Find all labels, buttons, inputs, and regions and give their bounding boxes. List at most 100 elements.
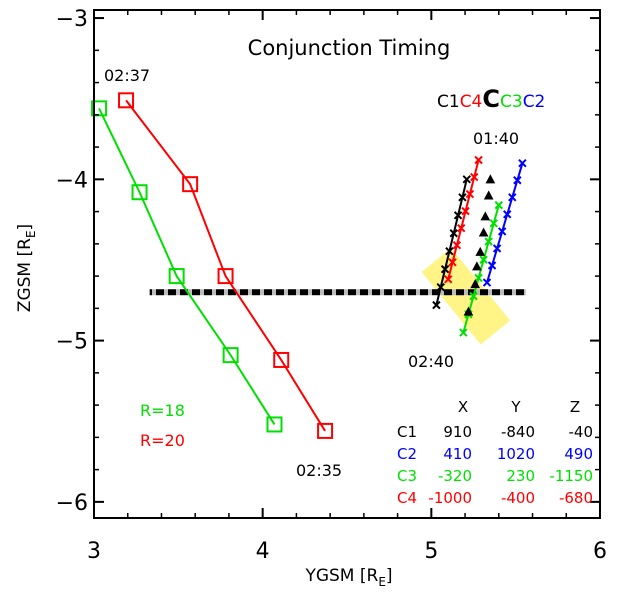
cross-marker: [449, 229, 458, 238]
series-line-c4: [447, 159, 480, 280]
cross-marker: [497, 227, 507, 236]
x-axis-title-end: ]: [386, 566, 393, 586]
table-cell: -40: [569, 423, 594, 441]
cross-marker: [470, 172, 479, 182]
x-axis-title: YGSM [RE]: [304, 566, 392, 589]
legend-c4: C4: [460, 92, 483, 112]
series-line-c1: [435, 179, 468, 306]
cross-marker: [457, 223, 466, 233]
triangle-marker: [475, 246, 486, 256]
cross-marker: [474, 273, 483, 283]
cross-marker: [443, 275, 453, 284]
reference-line-layer: [149, 289, 526, 296]
cross-marker: [489, 219, 498, 228]
cross-marker: [474, 155, 483, 165]
table-cell: 910: [443, 423, 472, 441]
cross-marker: [459, 328, 468, 337]
label-r18: R=18: [140, 401, 185, 420]
table-row-label: C2: [397, 445, 417, 463]
table-cell: 410: [443, 445, 472, 463]
cross-marker: [440, 264, 450, 274]
time-label-squares-start: 02:37: [104, 66, 150, 85]
legend-c3: C3: [500, 92, 523, 112]
series-line-r20: [125, 99, 326, 432]
x-tick-label: 3: [87, 539, 101, 564]
cross-marker: [452, 241, 462, 250]
cross-marker: [513, 176, 522, 185]
cross-marker: [461, 206, 470, 216]
y-tick-label: −5: [56, 330, 88, 355]
x-axis-title-sub: E: [378, 575, 386, 589]
separation-table: X Y Z C1 910 -840 -40 C2 410 1020 490 C3…: [397, 398, 593, 507]
table-row-label: C4: [397, 489, 417, 507]
cross-marker: [492, 244, 502, 253]
square-marker: [118, 92, 135, 109]
y-axis-title-sub: E: [24, 230, 38, 238]
cross-marker: [484, 237, 493, 246]
y-tick-label: −4: [56, 168, 88, 193]
spacecraft-legend: C1C4CC3C2: [437, 85, 545, 113]
cross-marker: [508, 193, 517, 202]
square-marker: [222, 347, 239, 364]
y-axis-title-main: ZGSM [R: [15, 238, 35, 312]
y-tick-label: −3: [56, 7, 88, 32]
cross-marker: [465, 189, 475, 199]
cross-marker: [445, 247, 454, 256]
cross-marker: [469, 291, 478, 301]
label-r20: R=20: [140, 431, 185, 450]
chart-title: Conjunction Timing: [248, 36, 451, 60]
cross-marker: [458, 193, 467, 202]
cross-marker: [436, 282, 445, 292]
table-cell: -840: [501, 423, 535, 441]
x-tick-label: 4: [256, 539, 270, 564]
x-axis-title-main: YGSM [R: [304, 566, 378, 586]
table-cell: -1000: [428, 489, 472, 507]
table-row-label: C3: [397, 467, 417, 485]
series-line-r18: [98, 107, 276, 425]
table-cell: -680: [559, 489, 593, 507]
square-marker: [266, 416, 283, 433]
legend-center: C: [482, 85, 500, 113]
square-marker: [273, 351, 290, 368]
time-label-crosses-start: 01:40: [473, 129, 519, 148]
triangle-marker: [478, 227, 489, 237]
cross-marker: [487, 261, 497, 270]
square-marker: [91, 100, 108, 117]
square-marker: [131, 184, 148, 201]
reference-line: [149, 289, 526, 296]
square-marker: [317, 422, 334, 439]
table-cell: -1150: [549, 467, 593, 485]
cross-marker: [448, 258, 457, 267]
cross-marker: [479, 255, 488, 264]
cross-marker: [518, 158, 527, 168]
table-header-x: X: [458, 398, 468, 416]
square-marker: [217, 268, 234, 285]
triangle-marker: [483, 190, 494, 200]
time-label-crosses-end: 02:40: [408, 352, 454, 371]
cross-marker: [432, 300, 441, 310]
series-lines-layer: [98, 99, 524, 432]
table-cell: -320: [438, 467, 472, 485]
y-axis-title-end: ]: [15, 224, 35, 231]
cross-marker: [503, 210, 512, 219]
table-header-y: Y: [510, 398, 521, 416]
x-tick-label: 6: [593, 539, 607, 564]
cross-marker: [453, 211, 463, 220]
axis-ticks-layer: 3 4 5 6 −3 −4 −5 −6: [56, 7, 607, 564]
triangle-marker: [470, 279, 481, 289]
square-marker: [182, 176, 199, 193]
cross-marker: [482, 278, 492, 287]
legend-c1: C1: [437, 92, 460, 112]
triangle-marker: [485, 174, 496, 184]
x-tick-label: 5: [424, 539, 438, 564]
legend-c2: C2: [523, 92, 546, 112]
markers-layer: [91, 92, 527, 439]
table-cell: -400: [501, 489, 535, 507]
table-cell: 1020: [497, 445, 535, 463]
time-label-squares-end: 02:35: [296, 461, 342, 480]
table-row-label: C1: [397, 423, 417, 441]
triangle-marker: [463, 306, 474, 316]
triangle-marker: [472, 261, 482, 271]
y-tick-label: −6: [56, 491, 88, 516]
